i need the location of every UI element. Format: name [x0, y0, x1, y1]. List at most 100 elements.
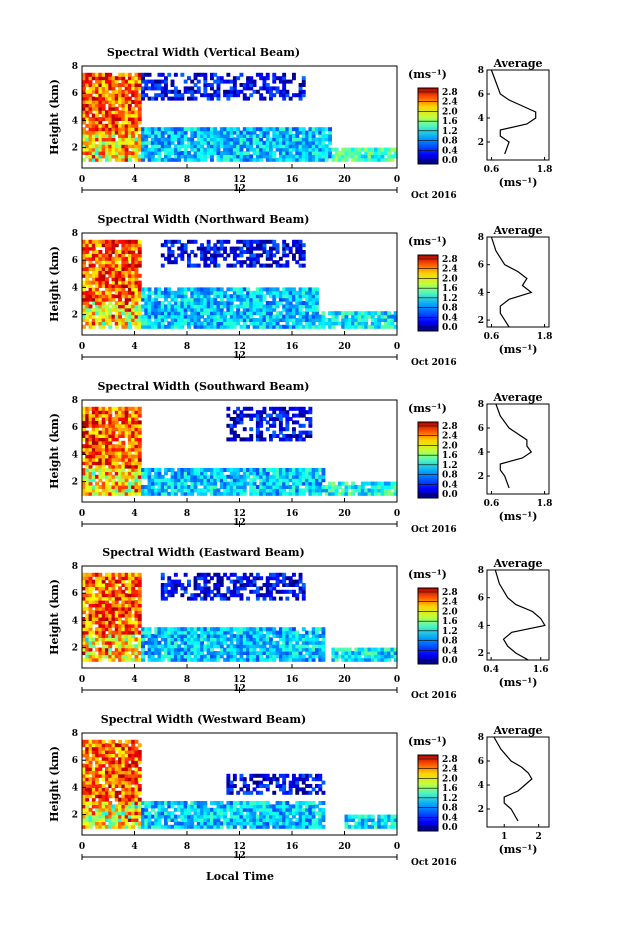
heatmap-cell [170, 307, 175, 312]
heatmap-cell [249, 297, 254, 302]
heatmap-cell [216, 137, 221, 142]
heatmap-cell [265, 657, 270, 662]
x-tick-label: 0 [394, 175, 400, 185]
heatmap-cell [124, 144, 129, 149]
heatmap-cell [219, 627, 224, 632]
heatmap-cell [246, 130, 250, 135]
heatmap-cell [242, 260, 247, 265]
heatmap-cell [111, 154, 116, 159]
heatmap-cell [295, 644, 300, 649]
heatmap-cell [98, 586, 103, 591]
heatmap-cell [134, 461, 139, 466]
heatmap-cell [131, 151, 136, 155]
heatmap-cell [180, 294, 185, 299]
heatmap-cell [259, 318, 264, 322]
heatmap-cell [357, 321, 362, 326]
heatmap-cell [311, 488, 316, 493]
heatmap-cell [216, 250, 221, 254]
heatmap-cell [127, 640, 132, 645]
heatmap-cell [206, 321, 211, 326]
heatmap-cell [85, 130, 90, 135]
colorbar-tick-label: 2.4 [442, 432, 458, 442]
heatmap-cell [252, 413, 257, 418]
heatmap-cell [232, 256, 237, 261]
heatmap-cell [108, 593, 113, 598]
heatmap-cell [131, 623, 136, 628]
heatmap-cell [137, 593, 142, 598]
heatmap-cell [269, 630, 273, 635]
heatmap-cell [282, 137, 287, 142]
heatmap-cell [124, 113, 129, 118]
heatmap-cell [196, 644, 201, 649]
heatmap-cell [105, 468, 109, 472]
heatmap-cell [265, 488, 270, 493]
heatmap-cell [147, 657, 152, 662]
heatmap-cell [157, 79, 162, 84]
heatmap-cell [108, 294, 113, 299]
heatmap-cell [91, 461, 96, 466]
x-tick-label: 12 [233, 509, 246, 519]
heatmap-cell [114, 113, 119, 118]
heatmap-cell [111, 297, 116, 302]
heatmap-cell [203, 471, 208, 476]
heatmap-cell [167, 657, 172, 662]
heatmap-cell [341, 154, 346, 159]
date-label: Oct 2016 [411, 191, 457, 201]
heatmap-cell [137, 72, 142, 77]
heatmap-cell [111, 447, 116, 452]
heatmap-cell [177, 630, 182, 635]
heatmap-cell [180, 96, 185, 101]
heatmap-cell [121, 154, 126, 159]
heatmap-cell [360, 154, 365, 159]
heatmap-cell [98, 318, 103, 322]
heatmap-cell [321, 151, 326, 155]
heatmap-cell [85, 307, 90, 312]
heatmap-cell [213, 311, 218, 316]
heatmap-cell [285, 427, 290, 432]
heatmap-cell [223, 474, 227, 479]
heatmap-cell [210, 127, 214, 132]
heatmap-cell [85, 647, 90, 652]
heatmap-cell [269, 481, 273, 486]
heatmap-cell [216, 130, 221, 135]
heatmap-cell [282, 79, 287, 84]
heatmap-cell [108, 287, 113, 292]
heatmap-cell [223, 301, 227, 305]
heatmap-cell [285, 420, 290, 425]
heatmap-cell [82, 253, 86, 258]
heatmap-cell [236, 147, 241, 152]
heatmap-cell [118, 280, 122, 285]
heatmap-cell [232, 246, 237, 251]
heatmap-cell [167, 260, 172, 265]
heatmap-cell [239, 627, 244, 632]
heatmap-cell [91, 140, 96, 145]
colorbar-tick-label: 1.6 [442, 284, 458, 294]
heatmap-cell [88, 86, 93, 91]
heatmap-cell [239, 651, 244, 655]
heatmap-cell [98, 147, 103, 152]
heatmap-cell [301, 304, 306, 309]
heatmap-cell [337, 481, 342, 486]
heatmap-cell [301, 437, 306, 442]
heatmap-cell [114, 76, 119, 81]
heatmap-cell [203, 583, 208, 587]
heatmap-cell [150, 290, 155, 295]
heatmap-cell [105, 307, 109, 312]
heatmap-cell [200, 140, 204, 145]
heatmap-cell [108, 324, 113, 329]
heatmap-cell [131, 444, 136, 449]
heatmap-cell [118, 417, 122, 421]
heatmap-cell [105, 647, 109, 652]
heatmap-cell [173, 318, 178, 322]
heatmap-cell [255, 151, 260, 155]
y-tick-label: 2 [72, 311, 78, 321]
heatmap-cell [265, 627, 270, 632]
heatmap-cell [196, 287, 201, 292]
heatmap-cell [137, 413, 142, 418]
heatmap-cell [380, 485, 385, 489]
heatmap-cell [118, 294, 122, 299]
heatmap-cell [141, 644, 145, 649]
heatmap-cell [91, 417, 96, 421]
heatmap-cell [275, 134, 280, 138]
heatmap-cell [124, 304, 129, 309]
